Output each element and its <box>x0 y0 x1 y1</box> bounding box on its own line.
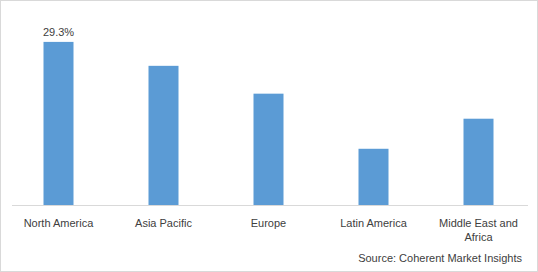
category-label: Europe <box>251 217 286 229</box>
bar <box>149 66 179 205</box>
category-label: North America <box>24 217 95 229</box>
x-axis <box>12 205 528 206</box>
category-label: Latin America <box>340 217 408 229</box>
bar <box>44 42 74 205</box>
bar <box>254 94 284 205</box>
category-label: Asia Pacific <box>135 217 192 229</box>
source: Source: Coherent Market Insights <box>358 252 522 264</box>
bars <box>44 42 494 205</box>
chart: 29.3% North America Asia Pacific Europe Lati… <box>0 0 538 272</box>
data-label: 29.3% <box>43 26 74 38</box>
category-label: Middle East andAfrica <box>439 217 518 243</box>
bar <box>359 149 389 205</box>
chart-border <box>1 1 538 272</box>
bar <box>464 119 494 205</box>
